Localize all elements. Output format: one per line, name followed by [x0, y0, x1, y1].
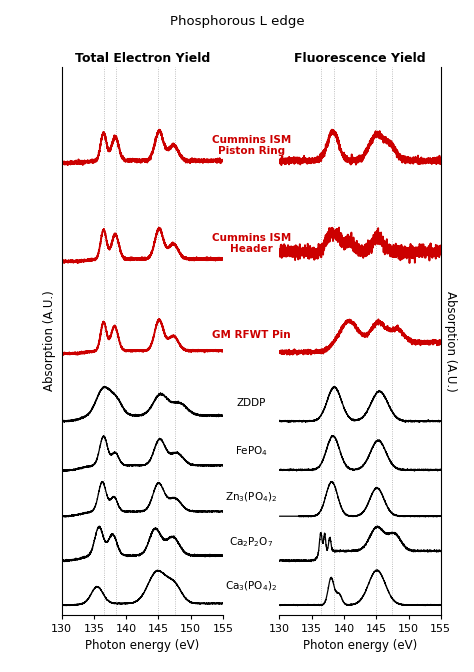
X-axis label: Photon energy (eV): Photon energy (eV) — [85, 640, 200, 653]
X-axis label: Photon energy (eV): Photon energy (eV) — [303, 640, 417, 653]
Text: GM RFWT Pin: GM RFWT Pin — [212, 330, 291, 340]
Y-axis label: Absorption (A.U.): Absorption (A.U.) — [43, 291, 56, 391]
Text: FePO$_4$: FePO$_4$ — [235, 445, 268, 458]
Text: ZDDP: ZDDP — [237, 398, 266, 408]
Text: Cummins ISM
Piston Ring: Cummins ISM Piston Ring — [211, 135, 291, 157]
Text: Phosphorous L edge: Phosphorous L edge — [170, 15, 304, 28]
Title: Fluorescence Yield: Fluorescence Yield — [294, 52, 426, 65]
Text: Zn$_3$(PO$_4$)$_2$: Zn$_3$(PO$_4$)$_2$ — [225, 491, 277, 504]
Text: Cummins ISM
Header: Cummins ISM Header — [211, 233, 291, 254]
Text: Ca$_2$P$_2$O$_7$: Ca$_2$P$_2$O$_7$ — [229, 535, 273, 549]
Text: Ca$_3$(PO$_4$)$_2$: Ca$_3$(PO$_4$)$_2$ — [225, 579, 277, 593]
Title: Total Electron Yield: Total Electron Yield — [75, 52, 210, 65]
Y-axis label: Absorption (A.U.): Absorption (A.U.) — [445, 291, 457, 391]
